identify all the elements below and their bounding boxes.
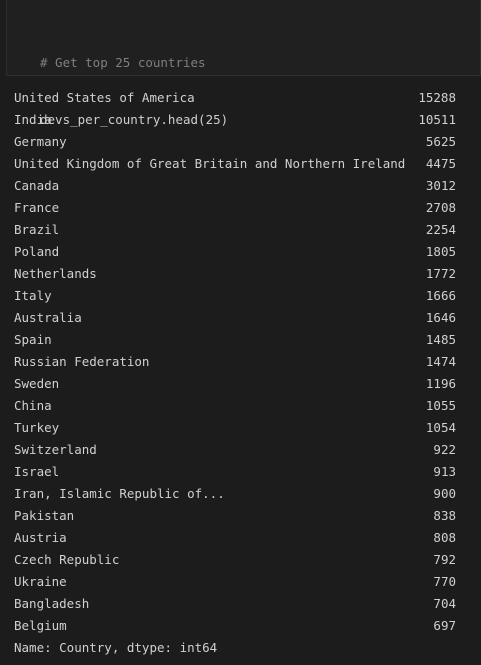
output-row: Germany 5625 [14,131,456,153]
output-row: France 2708 [14,197,456,219]
country-name: Canada [14,178,60,193]
code-cell-input[interactable]: # Get top 25 countries devs_per_country.… [6,0,481,127]
country-count: 770 [433,574,456,589]
output-row: United States of America 15288 [14,87,456,109]
output-row: Bangladesh 704 [14,593,456,615]
country-name: France [14,200,60,215]
country-name: Germany [14,134,67,149]
output-row: Australia 1646 [14,307,456,329]
country-name: Russian Federation [14,354,150,369]
country-name: Sweden [14,376,60,391]
output-row: Canada 3012 [14,175,456,197]
country-count: 1054 [425,420,456,435]
output-row: Netherlands 1772 [14,263,456,285]
country-name: China [14,398,52,413]
code-line: devs_per_country.head(25) [40,112,229,127]
country-count: 1805 [425,244,456,259]
country-name: United Kingdom of Great Britain and Nort… [14,156,406,171]
series-output-list: United States of America 15288 India 10511 G… [14,87,456,637]
cell-output: United States of America 15288 India 10511 G… [14,87,456,659]
country-name: Pakistan [14,508,75,523]
editor-indicator [152,60,155,62]
country-name: Poland [14,244,60,259]
country-count: 1485 [425,332,456,347]
country-name: India [14,112,52,127]
output-row: Italy 1666 [14,285,456,307]
country-name: Brazil [14,222,60,237]
country-name: Spain [14,332,52,347]
output-row: Austria 808 [14,527,456,549]
country-count: 1772 [425,266,456,281]
country-name: Ukraine [14,574,67,589]
output-row: Ukraine 770 [14,571,456,593]
country-name: Netherlands [14,266,97,281]
output-row: Czech Republic 792 [14,549,456,571]
country-count: 808 [433,530,456,545]
country-count: 15288 [418,90,456,105]
code-comment: # Get top 25 countries [40,55,206,70]
output-row: Switzerland 922 [14,439,456,461]
country-count: 697 [433,618,456,633]
output-row: China 1055 [14,395,456,417]
country-name: Austria [14,530,67,545]
country-count: 704 [433,596,456,611]
country-count: 838 [433,508,456,523]
output-row: Turkey 1054 [14,417,456,439]
series-footer: Name: Country, dtype: int64 [14,640,218,655]
country-name: United States of America [14,90,195,105]
output-row: Pakistan 838 [14,505,456,527]
output-row: Spain 1485 [14,329,456,351]
output-row: United Kingdom of Great Britain and Nort… [14,153,456,175]
country-count: 1196 [425,376,456,391]
country-count: 5625 [425,134,456,149]
output-row: Iran, Islamic Republic of... 900 [14,483,456,505]
output-row: India 10511 [14,109,456,131]
country-name: Australia [14,310,82,325]
country-name: Iran, Islamic Republic of... [14,486,225,501]
country-name: Belgium [14,618,67,633]
country-count: 1474 [425,354,456,369]
country-name: Czech Republic [14,552,120,567]
country-name: Switzerland [14,442,97,457]
country-count: 792 [433,552,456,567]
country-count: 1055 [425,398,456,413]
country-count: 922 [433,442,456,457]
output-row: Poland 1805 [14,241,456,263]
country-name: Italy [14,288,52,303]
country-count: 4475 [425,156,456,171]
output-row: Israel 913 [14,461,456,483]
country-count: 10511 [418,112,456,127]
country-count: 2708 [425,200,456,215]
country-count: 3012 [425,178,456,193]
country-count: 2254 [425,222,456,237]
output-row: Belgium 697 [14,615,456,637]
code-editor[interactable]: # Get top 25 countries devs_per_country.… [40,15,228,167]
output-row: Sweden 1196 [14,373,456,395]
country-name: Israel [14,464,60,479]
output-row: Russian Federation 1474 [14,351,456,373]
country-count: 1646 [425,310,456,325]
country-name: Turkey [14,420,60,435]
country-count: 1666 [425,288,456,303]
output-row: Brazil 2254 [14,219,456,241]
country-name: Bangladesh [14,596,90,611]
country-count: 913 [433,464,456,479]
country-count: 900 [433,486,456,501]
